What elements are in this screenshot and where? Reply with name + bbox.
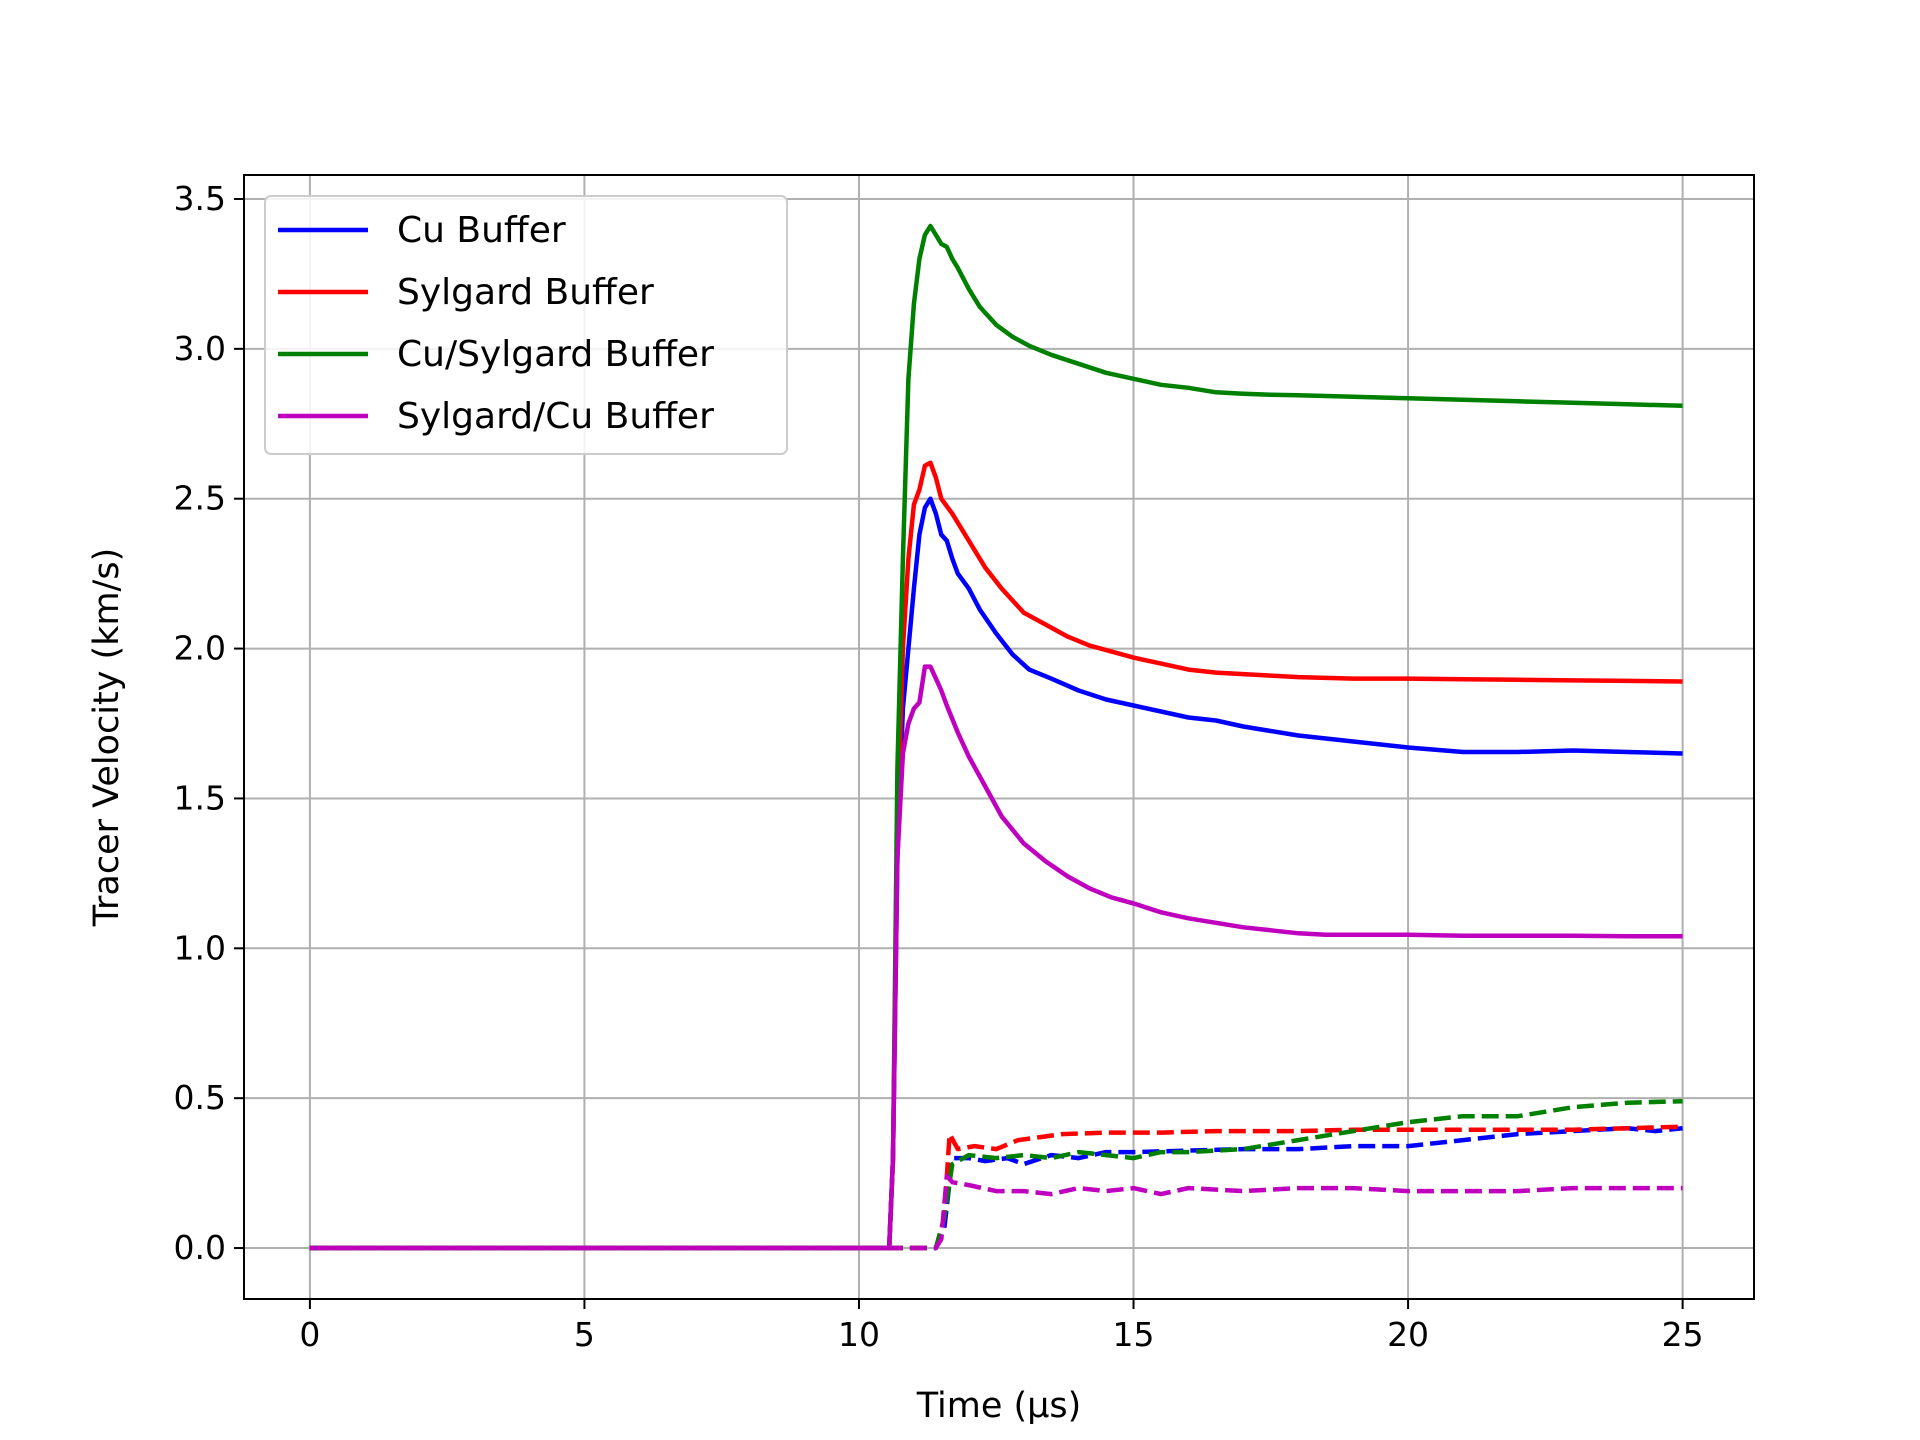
y-axis-label: Tracer Velocity (km/s) [87, 548, 127, 928]
x-tick-label: 25 [1662, 1315, 1704, 1354]
y-tick-label: 0.0 [174, 1228, 226, 1267]
series-line-7-dashed [309, 1173, 1683, 1251]
series-line-1 [309, 460, 1683, 1251]
grid [244, 175, 1754, 1299]
x-tick-label: 20 [1387, 1315, 1429, 1354]
plot-frame [243, 174, 1755, 1300]
x-axis-ticks: 0 5 10 15 20 25 [299, 1299, 1704, 1354]
x-tick-label: 0 [299, 1315, 320, 1354]
legend-label: Cu Buffer [397, 210, 566, 251]
x-tick-label: 15 [1113, 1315, 1155, 1354]
y-tick-label: 1.5 [174, 778, 226, 817]
legend: Cu Buffer Sylgard Buffer Cu/Sylgard Buffer… [264, 195, 788, 455]
legend-label: Sylgard/Cu Buffer [397, 396, 714, 437]
series-line-6-dashed [309, 1098, 1683, 1251]
y-tick-label: 3.0 [174, 329, 226, 368]
series-line-2 [309, 223, 1683, 1251]
legend-label: Cu/Sylgard Buffer [397, 334, 714, 375]
y-tick-label: 2.0 [174, 629, 226, 668]
series-line-4-dashed [309, 1125, 1683, 1251]
x-tick-label: 5 [574, 1315, 595, 1354]
series-line-3 [309, 664, 1683, 1251]
series-line-0 [309, 496, 1683, 1251]
x-axis-label: Time (μs) [916, 1386, 1082, 1426]
legend-box [264, 195, 788, 455]
y-axis-ticks: 0.0 0.5 1.0 1.5 2.0 2.5 3.0 3.5 [174, 179, 244, 1267]
x-tick-label: 10 [838, 1315, 880, 1354]
y-tick-label: 1.0 [174, 928, 226, 967]
series-lines [309, 223, 1683, 1251]
series-line-5-dashed [309, 1124, 1683, 1251]
y-tick-label: 0.5 [174, 1078, 226, 1117]
y-tick-label: 3.5 [174, 179, 226, 218]
legend-label: Sylgard Buffer [397, 272, 654, 313]
legend-entries: Cu Buffer Sylgard Buffer Cu/Sylgard Buffer… [278, 210, 714, 437]
y-tick-label: 2.5 [174, 479, 226, 518]
